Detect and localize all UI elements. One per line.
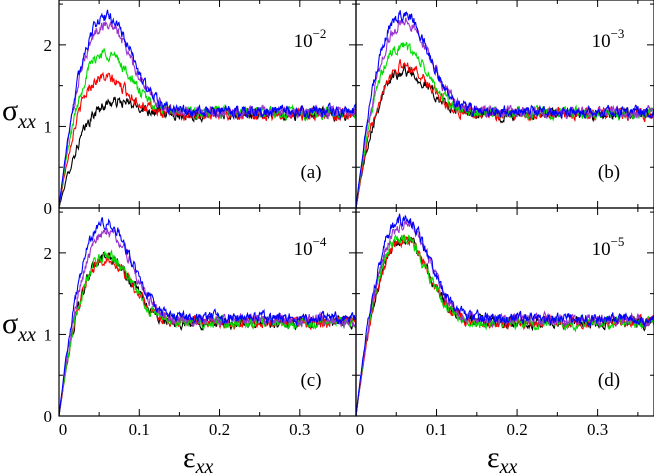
x-tick-label: 0.2 xyxy=(209,420,230,439)
panels-layer: 0 1 2 10−2 (a) 10−3 (b) 0 1 2 0 0.1 0.2 0.3 10−4 (c) 0 0.… xyxy=(44,0,654,439)
y-tick-label: 2 xyxy=(44,36,53,55)
series-line-red xyxy=(58,71,357,209)
y-tick-label: 2 xyxy=(44,244,53,263)
panel-label: (c) xyxy=(300,370,321,391)
x-tick-label: 0 xyxy=(59,420,68,439)
series-line-red xyxy=(58,253,357,417)
x-tick-label: 0 xyxy=(356,420,365,439)
panel-label: (a) xyxy=(300,162,321,183)
series-line-blue xyxy=(355,10,654,209)
panel-1: 0 1 2 10−2 (a) xyxy=(44,0,357,218)
x-tick-label: 0.3 xyxy=(289,420,310,439)
panel-4: 0 0.1 0.2 0.3 10−5 (d) xyxy=(355,207,654,439)
x-tick-label: 0.2 xyxy=(506,420,527,439)
panel-frame xyxy=(355,207,654,417)
strain-rate-label: 10−2 xyxy=(294,26,327,52)
y-axis-label-bottom: σxx xyxy=(2,307,36,346)
panel-label: (b) xyxy=(598,162,620,183)
y-tick-label: 1 xyxy=(44,117,53,136)
series-line-green xyxy=(58,249,357,417)
x-tick-label: 0.3 xyxy=(587,420,608,439)
x-axis-label-left: εxx xyxy=(183,441,213,475)
panel-label: (d) xyxy=(598,370,620,391)
x-tick-label: 0.1 xyxy=(426,420,447,439)
series-line-purple xyxy=(58,227,357,417)
series-line-red xyxy=(355,59,654,209)
y-axis-label-top: σxx xyxy=(2,94,36,133)
series-line-black xyxy=(355,62,654,209)
panel-3: 0 1 2 0 0.1 0.2 0.3 10−4 (c) xyxy=(44,207,357,439)
x-axis-label-right: εxx xyxy=(487,441,517,475)
series-line-black xyxy=(58,251,357,417)
strain-rate-label: 10−3 xyxy=(592,26,625,52)
y-tick-label: 0 xyxy=(44,199,53,218)
y-tick-label: 0 xyxy=(44,407,53,426)
x-tick-label: 0.1 xyxy=(129,420,150,439)
series-line-blue xyxy=(58,217,357,417)
series-line-blue xyxy=(355,213,654,417)
strain-rate-label: 10−5 xyxy=(592,234,625,260)
y-tick-label: 1 xyxy=(44,325,53,344)
panel-2: 10−3 (b) xyxy=(355,0,654,209)
strain-rate-label: 10−4 xyxy=(294,234,327,260)
series-line-green xyxy=(58,47,357,209)
series-line-blue xyxy=(58,9,357,209)
